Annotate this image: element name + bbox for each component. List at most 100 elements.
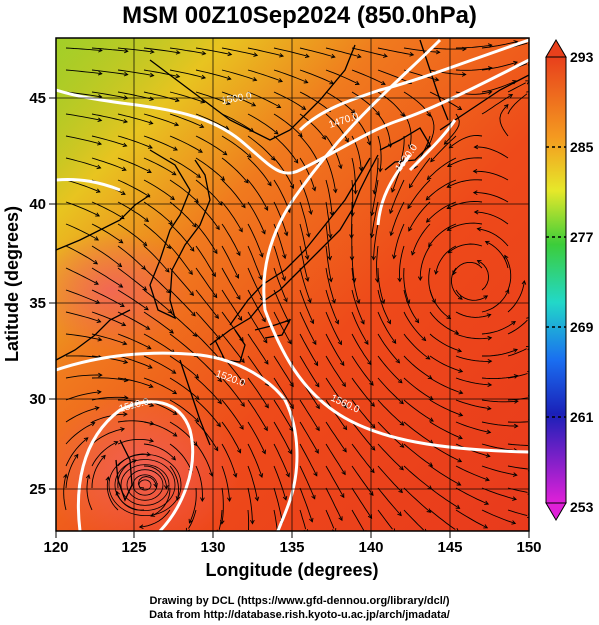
- streamline-arrowhead: [115, 490, 121, 496]
- streamline: [499, 104, 509, 137]
- streamline: [299, 69, 334, 85]
- streamline-arrowhead: [525, 80, 529, 85]
- streamline-arrowhead: [97, 117, 103, 123]
- streamline: [117, 201, 149, 222]
- streamline: [455, 465, 490, 481]
- streamline-arrowhead: [122, 340, 128, 346]
- streamline: [247, 443, 263, 478]
- streamline-arrowhead: [353, 189, 358, 195]
- streamline: [351, 509, 365, 531]
- streamline: [481, 289, 509, 313]
- streamline: [351, 355, 374, 386]
- streamline-arrowhead: [483, 295, 489, 300]
- streamline-arrowhead: [188, 518, 193, 524]
- streamline: [371, 201, 379, 238]
- streamline: [377, 113, 391, 148]
- streamline-arrowhead: [370, 423, 376, 429]
- streamline: [299, 289, 314, 324]
- streamline: [455, 67, 492, 71]
- streamline: [139, 509, 171, 528]
- streamline-arrowhead: [391, 528, 396, 531]
- streamline-arrowhead: [391, 254, 397, 260]
- warm-core-yellow-sea: [56, 230, 190, 350]
- streamline-arrowhead: [360, 319, 365, 325]
- streamline-arrowhead: [201, 50, 207, 56]
- streamline: [299, 509, 307, 530]
- streamline: [117, 377, 153, 388]
- streamline-arrowhead: [171, 171, 177, 176]
- streamline-arrowhead: [101, 454, 106, 460]
- streamline: [325, 47, 361, 58]
- streamline: [455, 355, 492, 362]
- streamline-arrowhead: [96, 164, 102, 170]
- streamline-arrowhead: [400, 112, 405, 118]
- streamline: [377, 289, 391, 324]
- streamline-arrowhead: [487, 66, 493, 71]
- streamline: [117, 47, 154, 53]
- streamline: [325, 355, 346, 387]
- streamline-arrowhead: [315, 426, 320, 432]
- streamline-arrowhead: [484, 500, 490, 505]
- streamline: [247, 509, 250, 531]
- streamline: [377, 487, 402, 516]
- streamline-arrowhead: [508, 93, 514, 99]
- streamline-arrowhead: [270, 156, 276, 161]
- streamline-arrowhead: [425, 218, 431, 223]
- streamline-arrowhead: [217, 399, 222, 405]
- x-tick-label: 130: [200, 539, 225, 556]
- streamline-arrowhead: [458, 389, 464, 395]
- streamline-arrowhead: [389, 231, 394, 237]
- streamline: [455, 311, 491, 318]
- streamline: [477, 260, 489, 291]
- streamline-arrowhead: [194, 373, 200, 379]
- streamline: [455, 289, 488, 301]
- streamline: [481, 321, 516, 335]
- streamline: [377, 135, 382, 172]
- streamline: [273, 91, 306, 110]
- streamline: [195, 69, 231, 80]
- streamline: [143, 201, 173, 225]
- streamline-arrowhead: [282, 495, 288, 501]
- streamline: [481, 41, 518, 49]
- streamline: [452, 261, 483, 275]
- streamline-arrowhead: [85, 473, 91, 479]
- streamline-arrowhead: [521, 279, 527, 285]
- streamline-arrowhead: [148, 120, 154, 125]
- streamline-arrowhead: [434, 77, 440, 82]
- geopotential-contours: [56, 38, 529, 531]
- streamline-arrowhead: [306, 232, 311, 238]
- streamline: [65, 355, 102, 359]
- streamline: [429, 509, 456, 530]
- streamline: [247, 267, 264, 301]
- streamline: [325, 113, 349, 143]
- streamline: [221, 245, 239, 279]
- streamline: [403, 289, 419, 323]
- streamline-arrowhead: [214, 314, 219, 319]
- streamline: [448, 243, 483, 254]
- streamline-arrowhead: [150, 512, 156, 517]
- streamline-arrowhead: [90, 422, 96, 427]
- streamline-arrowhead: [281, 276, 286, 282]
- streamline: [455, 443, 490, 457]
- streamline: [117, 399, 154, 407]
- streamline-arrowhead: [526, 317, 529, 321]
- colorbar-tick-label: 269: [570, 319, 594, 335]
- streamline: [117, 245, 146, 270]
- streamline-arrowhead: [241, 203, 246, 209]
- contour-1490: [376, 154, 412, 226]
- streamline: [408, 201, 431, 232]
- streamline-arrowhead: [226, 75, 232, 81]
- contour-1520: [56, 351, 299, 531]
- streamline: [403, 47, 440, 53]
- contour-1510: [76, 400, 195, 531]
- streamline: [273, 399, 294, 432]
- streamline: [91, 377, 128, 382]
- streamline-arrowhead: [389, 209, 394, 215]
- streamline-arrowhead: [391, 339, 397, 344]
- streamline-arrowhead: [237, 448, 242, 454]
- streamline: [507, 82, 526, 93]
- map-plot-area: 1500.0 1470.0 1530.0 1520.0 1510.0 1560.…: [56, 38, 529, 531]
- streamline: [188, 509, 197, 529]
- streamline-arrowhead: [276, 103, 282, 108]
- streamline: [403, 113, 412, 149]
